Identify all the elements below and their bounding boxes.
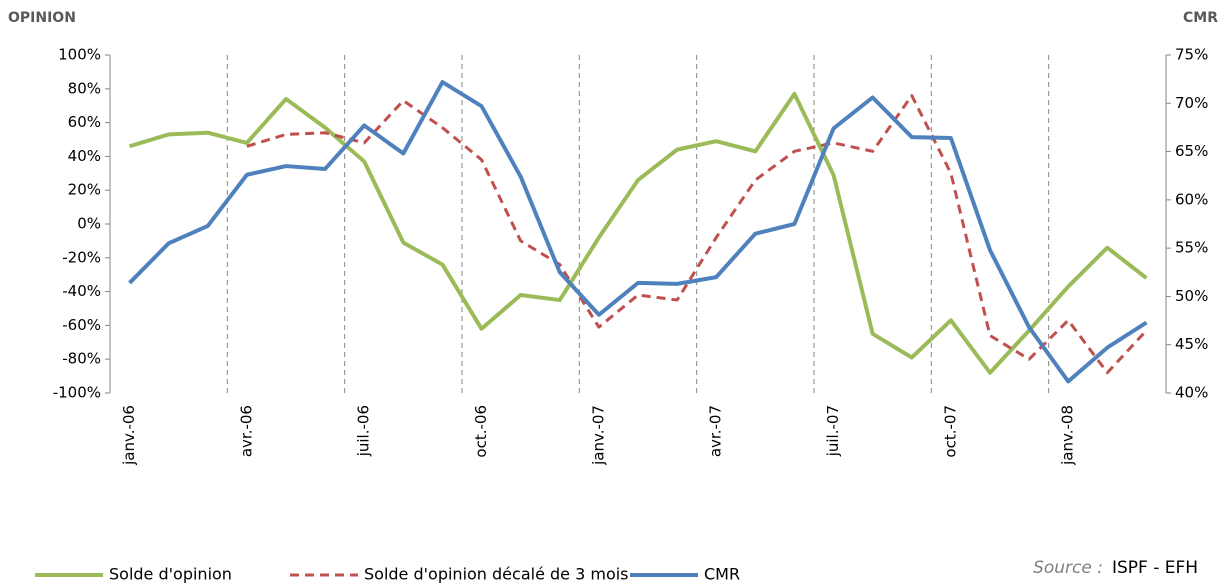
x-tick-label: avr.-07 [707,405,725,457]
x-tick-label: juil.-06 [355,405,373,457]
y-tick-label: -60% [62,316,101,334]
y-tick-label: -20% [62,248,101,266]
y-tick-label: 100% [58,46,101,64]
y2-tick-label: 45% [1175,335,1208,353]
series-line [128,91,1148,375]
source-label: Source : [1033,558,1103,578]
x-tick-label: janv.-07 [589,405,607,466]
legend-label: Solde d'opinion [109,565,232,584]
y-tick-label: 0% [77,215,101,233]
y-axis-title: OPINION [8,10,76,26]
series-line [128,80,1148,384]
x-tick-label: janv.-06 [120,405,138,466]
legend-label: Solde d'opinion décalé de 3 mois [364,565,629,584]
legend-label: CMR [704,565,740,584]
y-tick-label: 80% [68,79,101,97]
y-tick-label: 20% [68,181,101,199]
y2-tick-label: 55% [1175,239,1208,257]
y2-tick-label: 65% [1175,142,1208,160]
y-tick-label: -100% [53,384,101,402]
series-line [246,94,1148,375]
source: ISPF - EFH [1112,558,1198,578]
x-tick-label: oct.-06 [472,405,490,458]
x-tick-label: oct.-07 [941,405,959,458]
x-tick-label: janv.-08 [1059,405,1077,466]
y2-tick-label: 40% [1175,384,1208,402]
y2-tick-label: 50% [1175,287,1208,305]
y2-tick-label: 70% [1175,94,1208,112]
y-tick-label: 40% [68,147,101,165]
y-tick-label: -80% [62,350,101,368]
y2-tick-label: 60% [1175,190,1208,208]
y-tick-label: 60% [68,113,101,131]
y2-axis-title: CMR [1183,10,1218,26]
y2-tick-label: 75% [1175,46,1208,64]
x-tick-label: juil.-07 [824,405,842,457]
x-tick-label: avr.-06 [237,405,255,457]
y-tick-label: -40% [62,282,101,300]
